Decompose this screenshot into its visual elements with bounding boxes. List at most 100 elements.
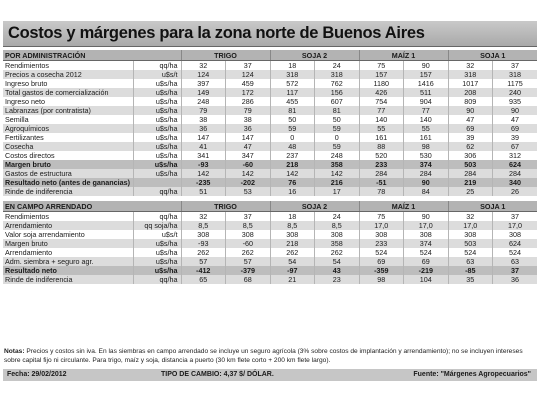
value-cell: 77 — [358, 106, 404, 115]
row-label: Labranzas (por contratista) — [3, 106, 133, 115]
row-label: Total gastos de comercialización — [3, 88, 133, 97]
value-cell: 8,5 — [180, 221, 226, 230]
value-cell: 347 — [225, 151, 271, 160]
value-cell: 218 — [269, 239, 315, 248]
table-row: Precios a cosecha 2012 u$s/t 124 124 318 318 1… — [3, 70, 538, 79]
row-label: Ingreso neto — [5, 97, 45, 106]
value-cell: 36 — [180, 124, 226, 133]
value-cell: 142 — [269, 169, 315, 178]
value-cell: 762 — [314, 79, 360, 88]
value-cell: 1416 — [403, 79, 449, 88]
value-cell: 0 — [314, 133, 360, 142]
value-cell: 16 — [269, 187, 315, 196]
row-unit: u$s/ha — [132, 115, 181, 124]
value-cell: 248 — [180, 97, 226, 106]
value-cell: -60 — [225, 160, 271, 169]
value-cell: 90 — [403, 178, 449, 187]
value-cell: 59 — [269, 124, 315, 133]
value-cell: 67 — [492, 142, 538, 151]
row-unit: u$s/t — [132, 70, 181, 79]
value-cell: 17,0 — [358, 221, 404, 230]
table-row: Labranzas (por contratista) u$s/ha 79 79 81 8… — [3, 106, 538, 115]
row-label: Precios a cosecha 2012 — [3, 70, 133, 79]
value-cell: 17 — [314, 187, 360, 196]
row-label: Margen bruto — [3, 160, 133, 169]
row-label: Resultado neto (antes de ganancias) — [3, 178, 133, 187]
value-cell: 237 — [269, 151, 315, 160]
value-cell: 98 — [358, 275, 404, 284]
table-row: Arrendamiento u$s/ha 262 262 262 262 524 524 524… — [3, 248, 538, 257]
crop-header: MAÍZ 1 — [358, 50, 449, 61]
value-cell: 55 — [403, 124, 449, 133]
row-label: Arrendamiento — [3, 221, 133, 230]
value-cell: 38 — [225, 115, 271, 124]
value-cell: 17,0 — [447, 221, 493, 230]
row-label: Resultado neto — [3, 266, 133, 275]
value-cell: 284 — [447, 169, 493, 178]
table-row: Costos directos u$s/ha 341 347 237 248 520 530 3… — [3, 151, 538, 160]
value-cell: 90 — [403, 211, 449, 221]
row-unit: u$s/ha — [132, 151, 181, 160]
value-cell: 26 — [492, 187, 538, 196]
value-cell: 308 — [180, 230, 226, 239]
value-cell: 374 — [403, 160, 449, 169]
table-row: Adm. siembra + seguro agr. u$s/ha 57 57 54 54… — [3, 257, 538, 266]
row-unit: u$s/ha — [132, 257, 181, 266]
value-cell: 530 — [403, 151, 449, 160]
value-cell: 308 — [269, 230, 315, 239]
value-cell: 54 — [269, 257, 315, 266]
table-row: Ingreso bruto u$s/ha 397 459 572 762 1180 1416 1… — [3, 79, 538, 88]
row-label: Adm. siembra + seguro agr. — [3, 257, 133, 266]
value-cell: 147 — [180, 133, 226, 142]
crop-header: SOJA 2 — [269, 50, 360, 61]
footer-source: Fuente: "Márgenes Agropecuarios" — [413, 371, 531, 378]
row-unit: u$s/ha — [132, 266, 181, 275]
row-unit: u$s/ha — [132, 169, 181, 178]
value-cell: 17,0 — [403, 221, 449, 230]
value-cell: 36 — [225, 124, 271, 133]
crop-header: TRIGO — [180, 50, 271, 61]
value-cell: 54 — [314, 257, 360, 266]
value-cell: 607 — [314, 97, 360, 106]
value-cell: 397 — [180, 79, 226, 88]
value-cell: 503 — [447, 160, 493, 169]
value-cell: 59 — [314, 142, 360, 151]
value-cell: 90 — [492, 106, 538, 115]
table-row: Rinde de indiferencia qq/ha 65 68 21 23 98 104 3… — [3, 275, 538, 284]
value-cell: 0 — [269, 133, 315, 142]
row-label: Valor soja arrendamiento — [5, 230, 85, 239]
value-cell: 32 — [180, 60, 226, 70]
value-cell: 520 — [358, 151, 404, 160]
value-cell: 63 — [492, 257, 538, 266]
value-cell: 37 — [492, 60, 538, 70]
value-cell: 208 — [447, 88, 493, 97]
value-cell: 219 — [447, 178, 493, 187]
table-row: Rendimientos qq/ha 32 37 18 24 75 90 32 37 — [3, 60, 538, 70]
value-cell: 18 — [269, 211, 315, 221]
value-cell: 318 — [492, 70, 538, 79]
value-cell: 47 — [225, 142, 271, 151]
value-cell: 308 — [447, 230, 493, 239]
value-cell: 17,0 — [492, 221, 538, 230]
value-cell: 79 — [180, 106, 226, 115]
value-cell: -97 — [269, 266, 315, 275]
value-cell: 142 — [225, 169, 271, 178]
table-row: Ingreso neto u$s/ha 248 286 455 607 754 904 809 9… — [3, 97, 538, 106]
value-cell: 157 — [403, 70, 449, 79]
value-cell: 21 — [269, 275, 315, 284]
row-label: Rendimientos — [5, 212, 49, 221]
value-cell: -202 — [225, 178, 271, 187]
notes-text: Precios y costos sin iva. En las siembra… — [4, 348, 523, 364]
row-unit: u$s/ha — [132, 97, 181, 106]
value-cell: 81 — [314, 106, 360, 115]
value-cell: 308 — [403, 230, 449, 239]
value-cell: 262 — [269, 248, 315, 257]
table-row: Rendimientos qq/ha 32 37 18 24 75 90 32 37 — [3, 211, 538, 221]
value-cell: 62 — [447, 142, 493, 151]
value-cell: 1175 — [492, 79, 538, 88]
section-header-row: POR ADMINISTRACIÓN TRIGO SOJA 2 MAÍZ 1 SOJA … — [3, 50, 538, 61]
crop-header: SOJA 1 — [447, 201, 538, 212]
value-cell: 318 — [269, 70, 315, 79]
footer-date: Fecha: 29/02/2012 — [7, 371, 67, 378]
row-unit: u$s/ha — [132, 124, 181, 133]
